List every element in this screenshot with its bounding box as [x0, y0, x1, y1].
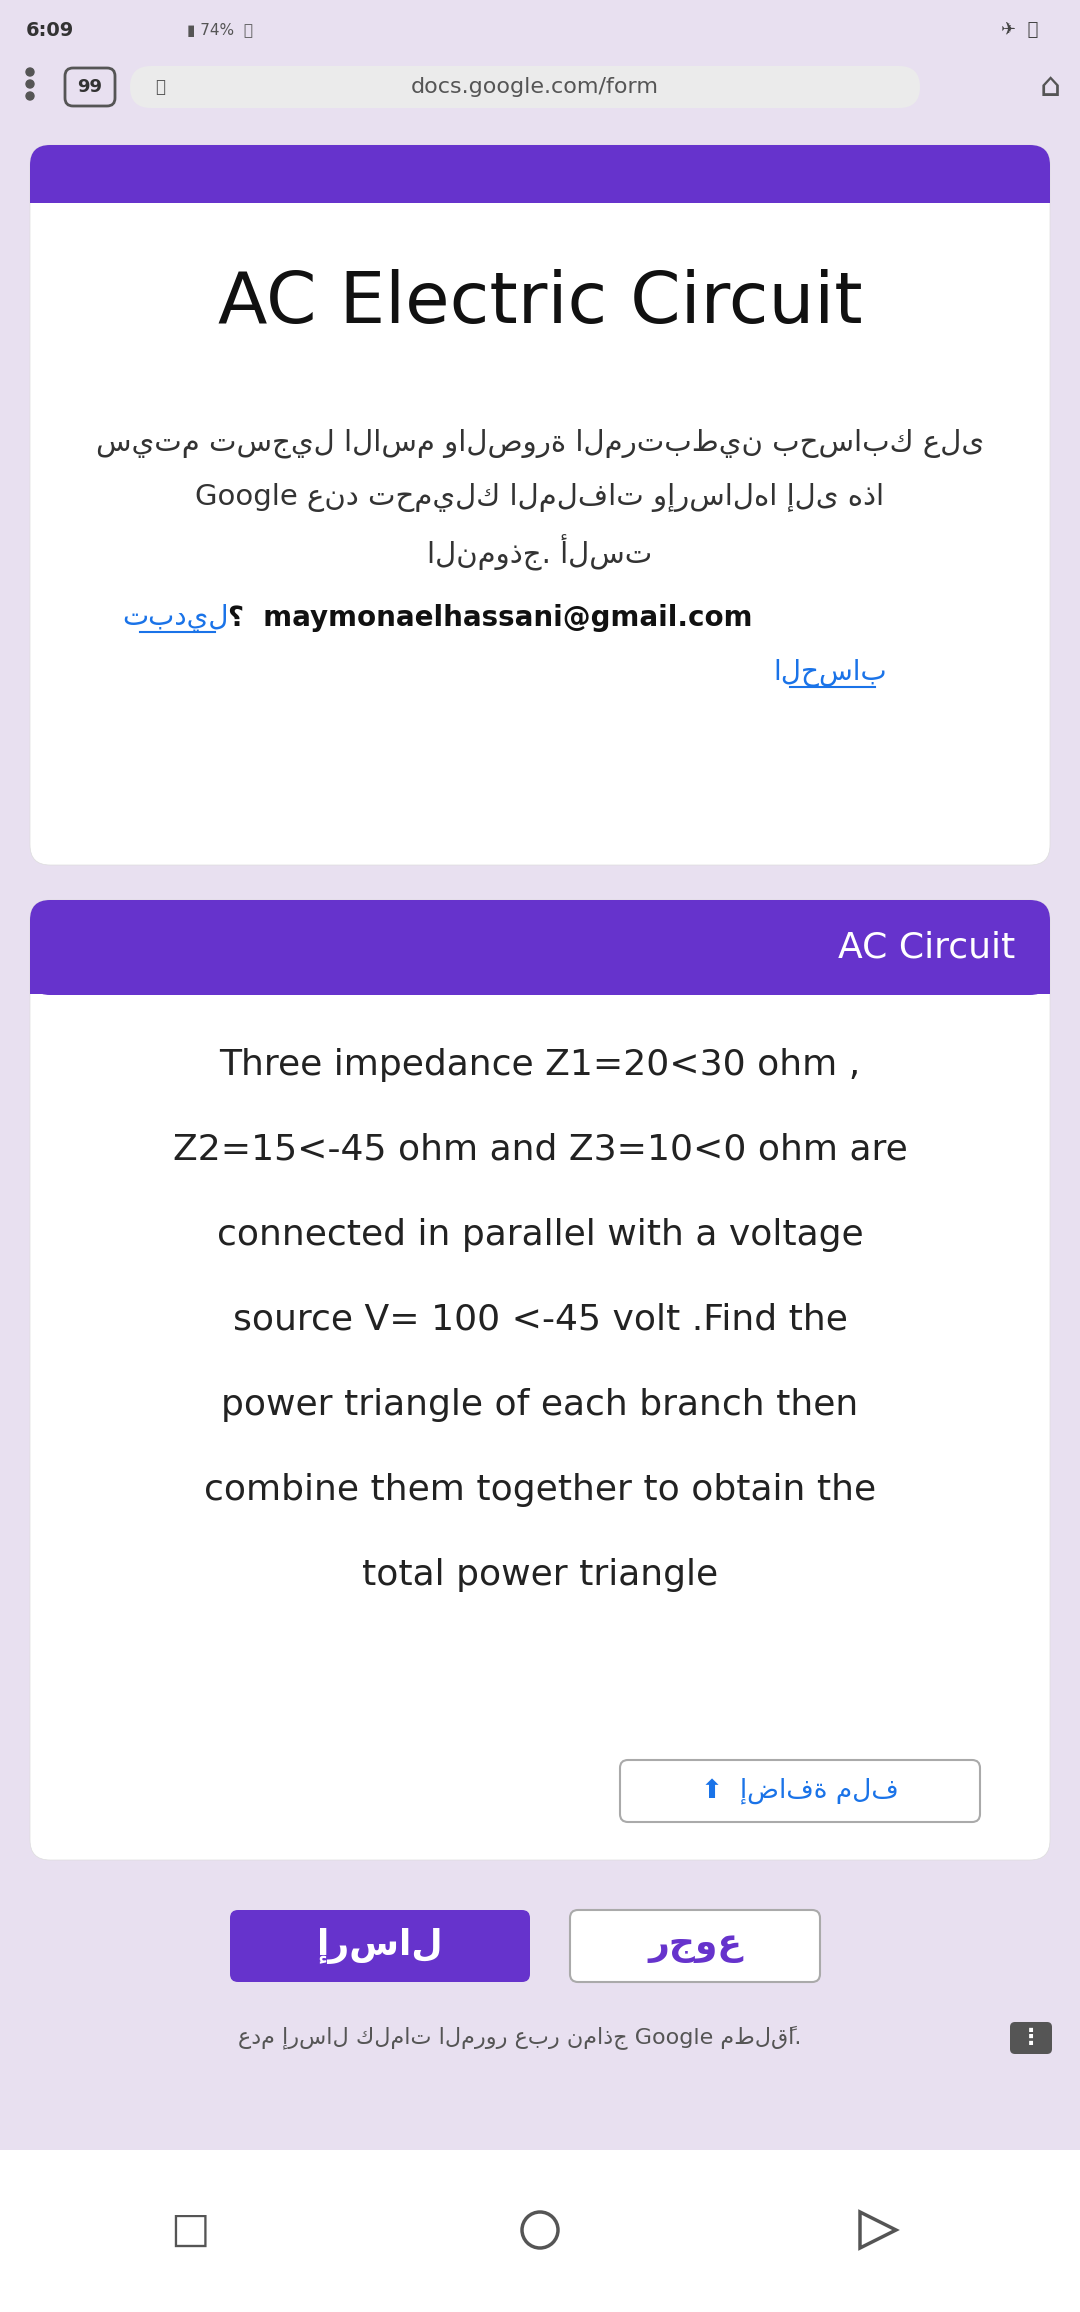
- Bar: [30, 948, 1050, 994]
- Text: □: □: [171, 2208, 210, 2252]
- FancyBboxPatch shape: [230, 1910, 530, 1981]
- Text: ⋮: ⋮: [1020, 2028, 1042, 2048]
- FancyBboxPatch shape: [130, 67, 920, 109]
- Text: 99: 99: [78, 79, 103, 97]
- Text: AC Circuit: AC Circuit: [838, 929, 1015, 964]
- Bar: [0, 0, 1080, 55]
- FancyBboxPatch shape: [570, 1910, 820, 1981]
- FancyBboxPatch shape: [30, 146, 1050, 865]
- Text: رجوع: رجوع: [648, 1928, 742, 1963]
- Text: total power triangle: total power triangle: [362, 1558, 718, 1593]
- Text: Z2=15<-45 ohm and Z3=10<0 ohm are: Z2=15<-45 ohm and Z3=10<0 ohm are: [173, 1133, 907, 1168]
- Text: ⬆  إضافة ملف: ⬆ إضافة ملف: [701, 1778, 899, 1803]
- FancyBboxPatch shape: [30, 899, 1050, 1859]
- Text: power triangle of each branch then: power triangle of each branch then: [221, 1387, 859, 1422]
- Text: source V= 100 <-45 volt .Find the: source V= 100 <-45 volt .Find the: [232, 1304, 848, 1336]
- Text: سيتم تسجيل الاسم والصورة المرتبطين بحسابك على: سيتم تسجيل الاسم والصورة المرتبطين بحساب…: [96, 428, 984, 458]
- Bar: [30, 173, 1050, 203]
- Circle shape: [26, 92, 33, 99]
- Text: ✈  〜: ✈ 〜: [1001, 21, 1039, 39]
- Bar: [0, 2150, 1080, 2312]
- Text: ▮ 74%  🔔: ▮ 74% 🔔: [187, 23, 253, 37]
- Text: ؟  maymonaelhassani@gmail.com: ؟ maymonaelhassani@gmail.com: [228, 603, 753, 631]
- Text: إرسال: إرسال: [316, 1928, 443, 1963]
- Text: Google عند تحميلك الملفات وإرسالها إلى هذا: Google عند تحميلك الملفات وإرسالها إلى ه…: [195, 483, 885, 513]
- Text: docs.google.com/form: docs.google.com/form: [411, 76, 659, 97]
- FancyBboxPatch shape: [30, 899, 1050, 994]
- Circle shape: [26, 81, 33, 88]
- Text: Three impedance Z1=20<30 ohm ,: Three impedance Z1=20<30 ohm ,: [219, 1047, 861, 1082]
- Bar: [0, 55, 1080, 129]
- FancyBboxPatch shape: [620, 1759, 980, 1822]
- Text: 🔒: 🔒: [156, 79, 165, 97]
- Text: عدم إرسال كلمات المرور عبر نماذج Google مطلقًا.: عدم إرسال كلمات المرور عبر نماذج Google …: [239, 2025, 801, 2051]
- Text: connected in parallel with a voltage: connected in parallel with a voltage: [217, 1218, 863, 1253]
- Text: الحساب: الحساب: [773, 659, 887, 687]
- FancyBboxPatch shape: [30, 146, 1050, 203]
- Text: تبديل: تبديل: [122, 603, 228, 631]
- Circle shape: [26, 67, 33, 76]
- Text: combine them together to obtain the: combine them together to obtain the: [204, 1473, 876, 1507]
- Text: ⌂: ⌂: [1039, 69, 1061, 104]
- FancyBboxPatch shape: [1010, 2023, 1052, 2053]
- Text: النموذج. ألست: النموذج. ألست: [428, 534, 652, 571]
- Text: AC Electric Circuit: AC Electric Circuit: [218, 268, 862, 338]
- Text: 6:09: 6:09: [26, 21, 75, 39]
